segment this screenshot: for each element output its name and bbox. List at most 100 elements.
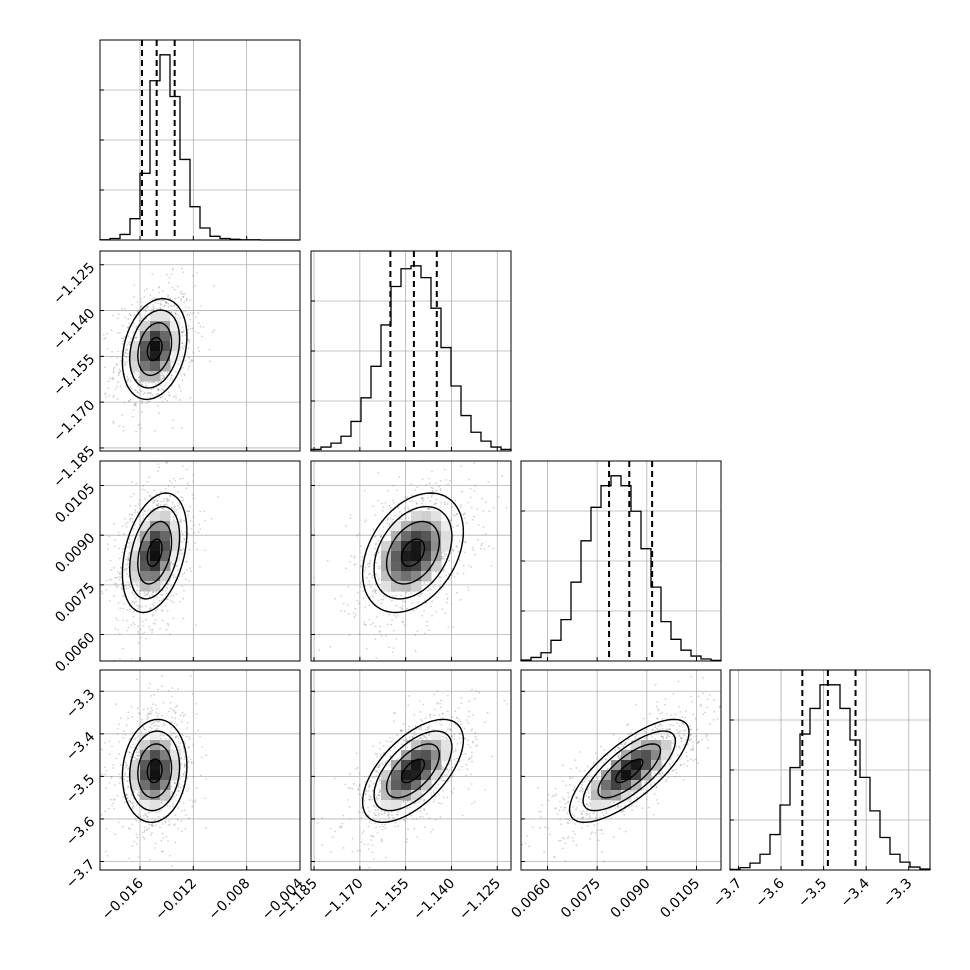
- sample-point: [396, 734, 399, 737]
- sample-point: [124, 761, 127, 764]
- sample-point: [205, 827, 208, 829]
- sample-point: [182, 477, 184, 480]
- sample-point: [161, 582, 163, 584]
- sample-point: [142, 484, 145, 487]
- sample-point: [155, 504, 158, 507]
- sample-point: [183, 538, 185, 541]
- sample-point: [137, 642, 140, 644]
- sample-point: [172, 576, 175, 579]
- sample-point: [457, 524, 460, 527]
- sample-point: [177, 789, 180, 792]
- sample-point: [463, 727, 466, 730]
- sample-point: [379, 625, 382, 628]
- sample-point: [109, 578, 111, 581]
- sample-point: [428, 508, 431, 511]
- sample-point: [182, 617, 185, 620]
- sample-point: [141, 401, 144, 403]
- sample-point: [140, 411, 143, 413]
- sample-point: [127, 559, 129, 562]
- sample-point: [141, 383, 144, 385]
- sample-point: [453, 733, 456, 736]
- sample-point: [460, 702, 463, 705]
- sample-point: [157, 504, 159, 507]
- sample-point: [154, 619, 157, 621]
- sample-point: [164, 488, 167, 490]
- sample-point: [378, 741, 381, 744]
- sample-point: [380, 602, 383, 605]
- sample-point: [440, 501, 443, 504]
- sample-point: [402, 819, 405, 821]
- sample-point: [458, 559, 461, 561]
- sample-point: [375, 543, 378, 545]
- sample-point: [475, 690, 478, 692]
- sample-point: [368, 604, 371, 606]
- sample-point: [450, 505, 453, 508]
- sample-point: [435, 596, 438, 599]
- sample-point: [470, 566, 473, 568]
- sample-point: [126, 768, 129, 771]
- sample-point: [373, 813, 376, 816]
- sample-point: [359, 582, 362, 584]
- sample-point: [156, 608, 159, 611]
- sample-point: [438, 485, 440, 488]
- sample-point: [357, 533, 360, 536]
- sample-point: [117, 381, 120, 384]
- sample-point: [423, 807, 425, 810]
- sample-point: [155, 811, 158, 814]
- sample-point: [127, 785, 129, 788]
- sample-point: [168, 805, 171, 808]
- density-cell: [140, 351, 151, 362]
- density-cell: [170, 541, 181, 552]
- sample-point: [123, 402, 126, 404]
- sample-point: [129, 585, 132, 588]
- sample-point: [347, 586, 350, 588]
- sample-point: [372, 528, 375, 531]
- sample-point: [169, 633, 172, 636]
- density-cell: [391, 790, 402, 801]
- sample-point: [403, 600, 406, 603]
- sample-point: [162, 374, 164, 376]
- sample-point: [182, 597, 185, 600]
- sample-point: [401, 518, 404, 520]
- panel-frame-0-0: [99, 39, 301, 241]
- sample-point: [456, 513, 458, 515]
- sample-point: [139, 820, 142, 823]
- sample-point: [112, 420, 115, 423]
- sample-point: [187, 817, 190, 820]
- sample-point: [131, 807, 134, 810]
- sample-point: [117, 571, 119, 573]
- sample-point: [141, 620, 144, 623]
- density-cell: [401, 531, 412, 542]
- sample-point: [164, 605, 166, 607]
- sample-point: [191, 360, 194, 362]
- sample-point: [127, 400, 130, 403]
- sample-point: [476, 744, 479, 747]
- sample-point: [144, 391, 146, 394]
- sample-point: [161, 685, 163, 687]
- sample-point: [180, 820, 183, 823]
- sample-point: [145, 307, 148, 310]
- sample-point: [187, 338, 190, 341]
- sample-point: [135, 589, 138, 592]
- sample-point: [172, 508, 175, 510]
- sample-point: [406, 838, 408, 841]
- sample-point: [363, 775, 366, 778]
- sample-point: [156, 504, 159, 506]
- sample-point: [447, 483, 449, 485]
- sample-point: [342, 602, 345, 605]
- sample-point: [354, 563, 357, 565]
- sample-point: [151, 593, 154, 596]
- sample-point: [154, 824, 157, 827]
- sample-point: [184, 828, 187, 830]
- sample-point: [368, 565, 371, 568]
- sample-point: [134, 597, 137, 600]
- sample-point: [183, 374, 186, 377]
- sample-point: [184, 306, 187, 308]
- sample-point: [167, 624, 170, 626]
- sample-point: [435, 787, 438, 789]
- sample-point: [401, 605, 404, 607]
- sample-point: [106, 855, 109, 857]
- sample-point: [419, 810, 422, 813]
- sample-point: [196, 548, 198, 551]
- sample-point: [436, 690, 438, 693]
